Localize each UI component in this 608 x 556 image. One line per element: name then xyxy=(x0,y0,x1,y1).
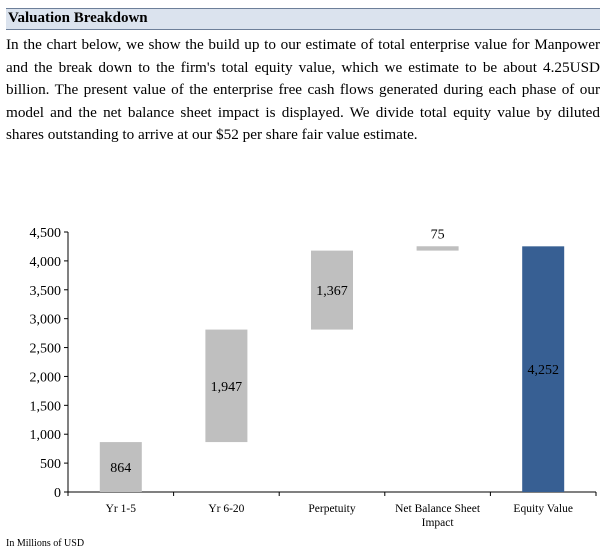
x-tick-label: Perpetuity xyxy=(308,503,356,515)
x-tick-label-line2: Impact xyxy=(422,517,455,529)
bar-value-label: 75 xyxy=(431,227,445,242)
y-tick-label: 3,500 xyxy=(30,284,62,299)
bar xyxy=(311,250,353,330)
units-footnote: In Millions of USD xyxy=(6,538,85,549)
bar-value-label: 1,367 xyxy=(316,284,348,299)
x-tick-label: Yr 1-5 xyxy=(106,503,137,515)
y-tick-label: 1,500 xyxy=(30,399,62,414)
y-tick-label: 2,500 xyxy=(30,342,62,357)
section-title: Valuation Breakdown xyxy=(8,10,148,26)
bar xyxy=(205,329,248,443)
bar xyxy=(416,246,459,251)
y-tick-label: 4,000 xyxy=(30,255,62,270)
intro-paragraph: In the chart below, we show the build up… xyxy=(6,36,600,143)
y-tick-label: 3,000 xyxy=(30,313,62,328)
x-tick-label: Equity Value xyxy=(513,503,573,515)
y-tick-label: 500 xyxy=(40,457,61,472)
y-tick-label: 1,000 xyxy=(30,428,62,443)
bar-value-label: 1,947 xyxy=(211,380,243,395)
section-header: Valuation Breakdown xyxy=(6,8,600,30)
x-tick-label: Net Balance Sheet xyxy=(395,503,481,515)
x-tick-label: Yr 6-20 xyxy=(208,503,244,515)
y-tick-label: 4,500 xyxy=(30,226,62,241)
y-tick-label: 2,000 xyxy=(30,370,62,385)
bar xyxy=(522,246,565,492)
y-tick-label: 0 xyxy=(54,486,61,501)
bar xyxy=(99,442,142,492)
bar-value-label: 864 xyxy=(110,461,131,476)
bar-value-label: 4,252 xyxy=(527,363,559,378)
